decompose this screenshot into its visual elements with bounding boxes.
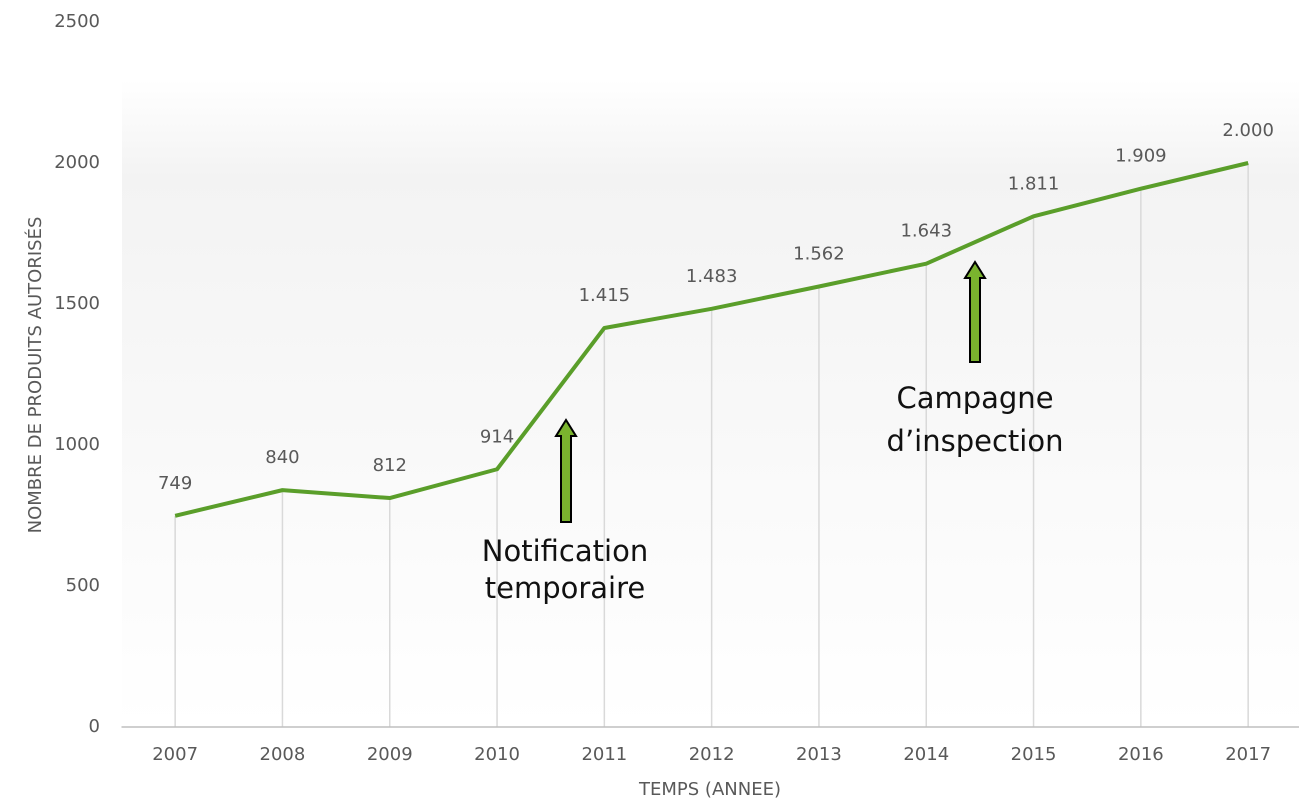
data-label: 1.562 <box>793 244 845 265</box>
x-tick-label: 2007 <box>152 744 198 765</box>
arrow <box>963 260 987 363</box>
annotation: Notification <box>482 534 648 568</box>
data-label: 749 <box>158 473 192 494</box>
data-label: 1.811 <box>1008 173 1060 194</box>
x-tick-label: 2016 <box>1118 744 1164 765</box>
data-label: 1.483 <box>686 266 738 287</box>
x-tick-label: 2017 <box>1225 744 1271 765</box>
data-label: 1.909 <box>1115 146 1167 167</box>
data-label: 2.000 <box>1222 120 1274 141</box>
y-tick-label: 1500 <box>54 293 100 314</box>
annotation: Campagne <box>896 381 1053 415</box>
x-tick-label: 2012 <box>689 744 735 765</box>
arrow <box>554 418 578 523</box>
y-tick-label: 0 <box>89 716 100 737</box>
x-tick-label: 2014 <box>903 744 949 765</box>
y-tick-label: 1000 <box>54 434 100 455</box>
y-tick-label: 2500 <box>54 11 100 32</box>
y-tick-label: 500 <box>66 575 100 596</box>
y-axis-label: NOMBRE DE PRODUITS AUTORISÉS <box>24 217 46 534</box>
data-label: 914 <box>480 426 514 447</box>
plot-background <box>122 80 1299 727</box>
line <box>174 161 1249 518</box>
x-tick-label: 2009 <box>367 744 413 765</box>
data-label: 1.643 <box>900 221 952 242</box>
y-tick-label: 2000 <box>54 152 100 173</box>
data-label: 812 <box>373 455 407 476</box>
data-label: 1.415 <box>579 285 631 306</box>
x-tick-label: 2010 <box>474 744 520 765</box>
x-axis-label: TEMPS (ANNEE) <box>638 779 781 800</box>
x-tick-label: 2013 <box>796 744 842 765</box>
data-label: 840 <box>265 447 299 468</box>
x-tick-label: 2011 <box>581 744 627 765</box>
annotation: d’inspection <box>887 424 1064 458</box>
annotation: temporaire <box>485 571 646 605</box>
x-tick-label: 2015 <box>1011 744 1057 765</box>
x-tick-label: 2008 <box>260 744 306 765</box>
